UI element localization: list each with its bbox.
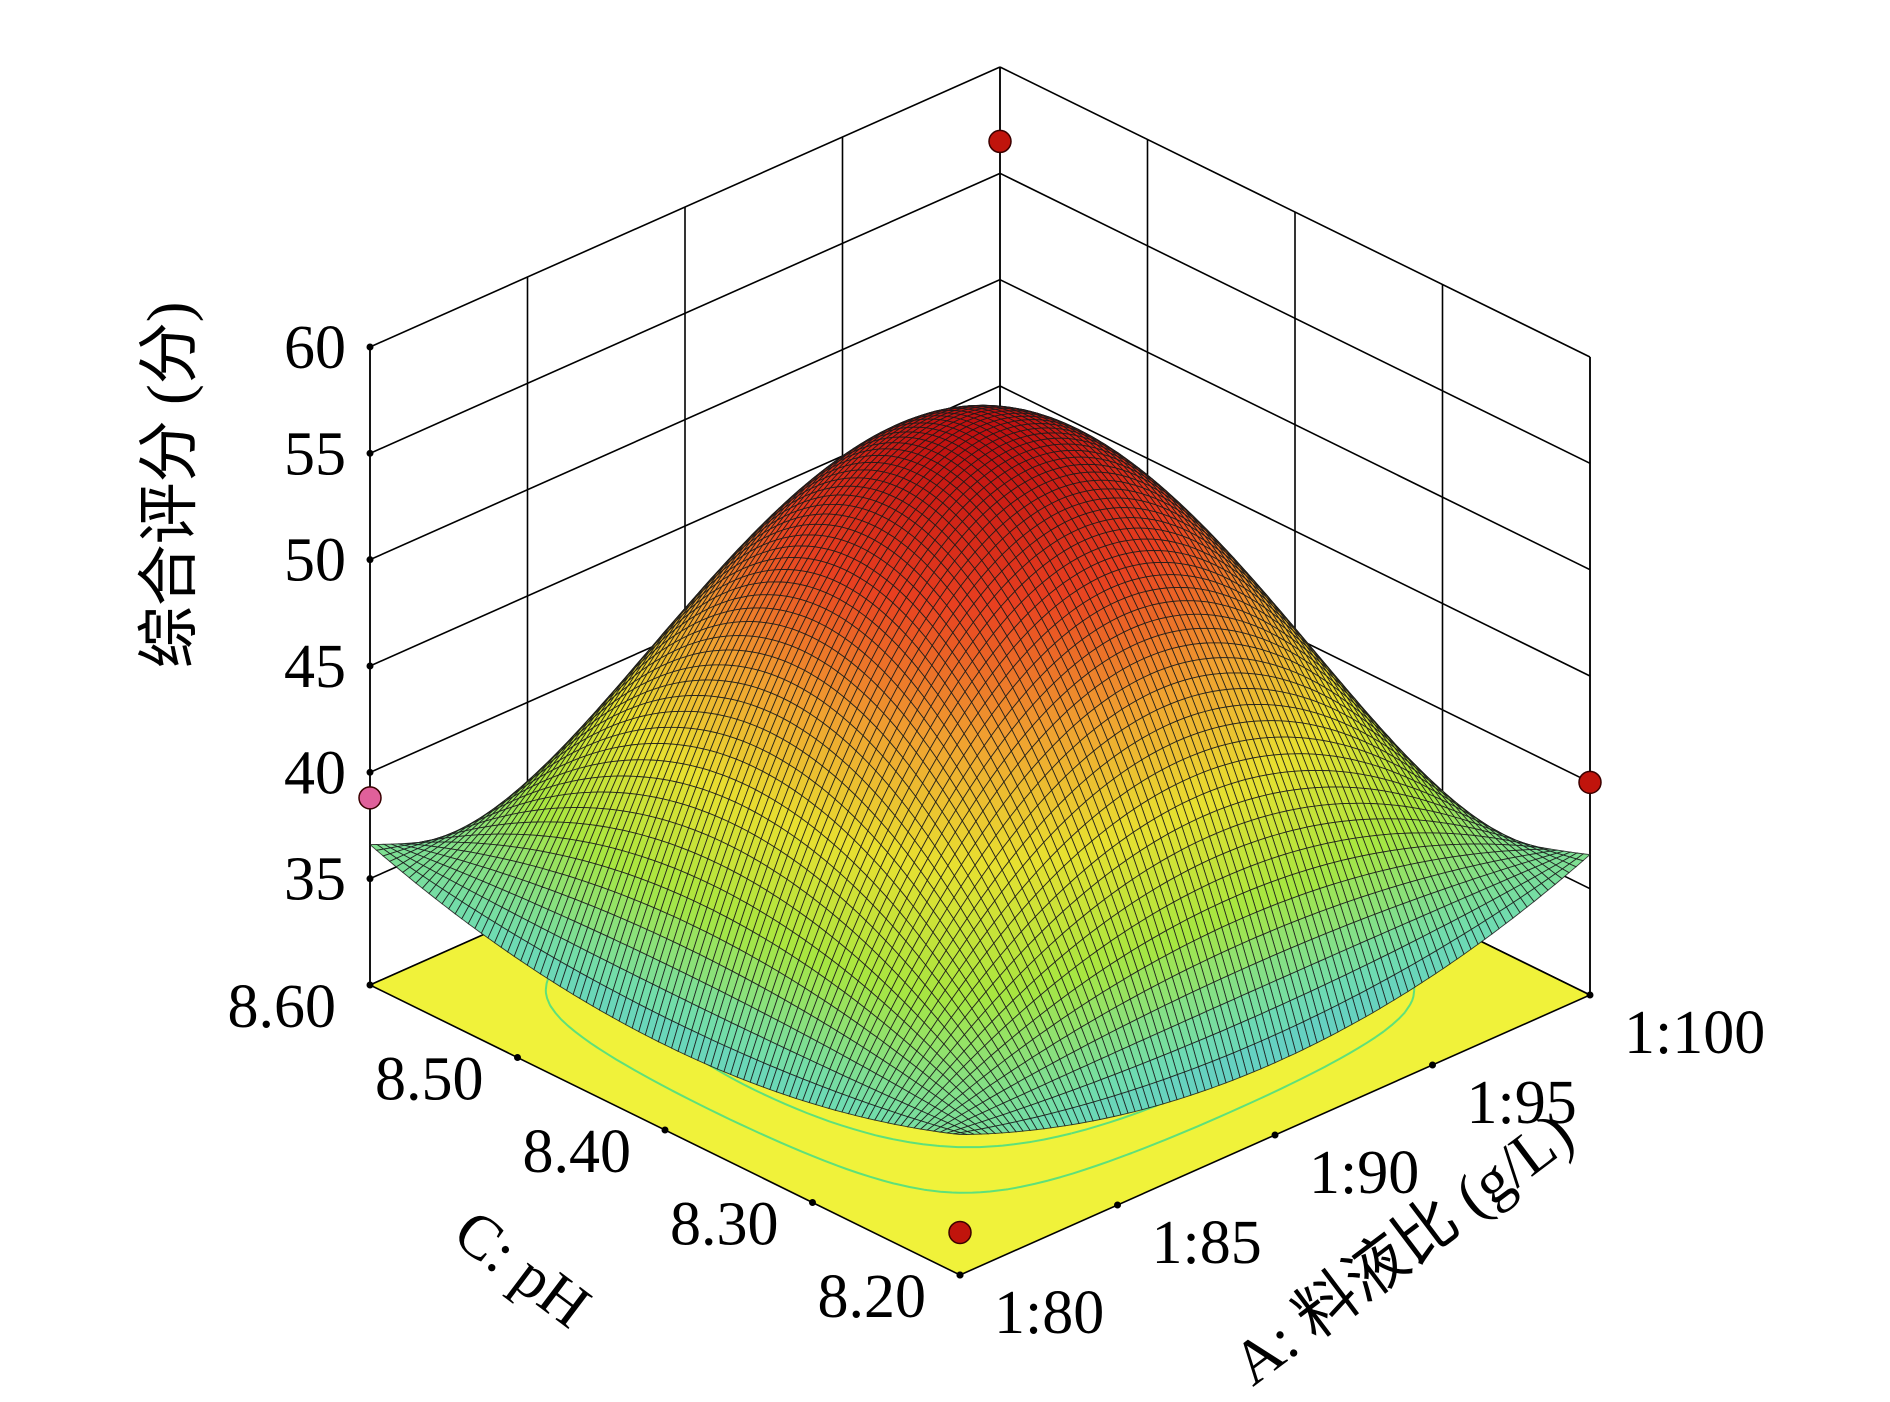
wall-grid-line: [999, 172, 1591, 465]
wall-grid-line: [999, 278, 1591, 571]
wall-grid-line: [999, 385, 1591, 677]
wall-grid-line: [369, 278, 1001, 561]
wall-grid-line: [369, 66, 1001, 348]
surface-mesh: [368, 404, 1592, 1136]
wall-grid-line: [369, 172, 1001, 455]
wall-grid-line: [999, 66, 1591, 358]
